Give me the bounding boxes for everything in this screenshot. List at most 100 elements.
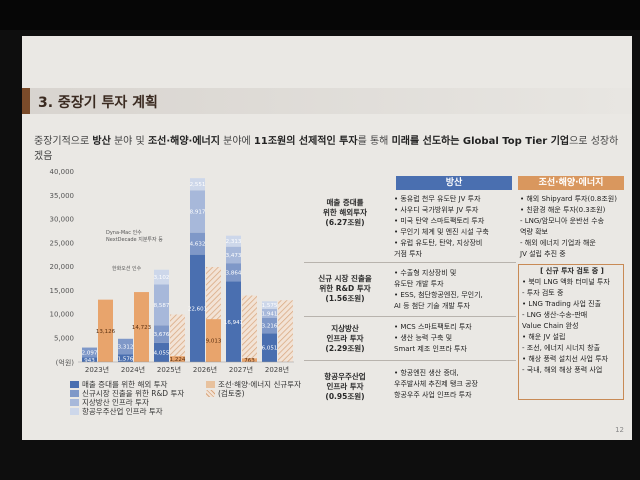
review-bar	[278, 300, 293, 362]
bar-segment	[190, 232, 205, 255]
chart-annotation: NextDecade 지분투자 등	[106, 236, 163, 243]
bar-segment	[118, 354, 133, 362]
investment-bar-chart: 40,000 35,000 30,000 25,000 20,000 15,000 10,0…	[50, 168, 294, 374]
bar-segment	[154, 269, 169, 285]
projector-top-band	[0, 0, 640, 30]
shipbuilding-bar	[170, 356, 185, 362]
bar-value-label: 1,575	[262, 303, 278, 309]
bar-value-label: 943	[84, 358, 95, 364]
bar-segment	[154, 325, 169, 343]
bar-value-label: 2,551	[190, 182, 206, 188]
row-label-overseas: 매출 증대를 위한 해외투자 (6.27조원)	[322, 198, 367, 227]
bar-value-label: 8,587	[154, 303, 170, 309]
bar-segment	[154, 342, 169, 362]
bar-value-label: 3,864	[226, 270, 242, 276]
bar-segment	[118, 338, 133, 355]
page-number: 12	[615, 426, 624, 434]
bar-value-label: 16,941	[224, 320, 243, 326]
bar-value-label: 3,473	[226, 253, 242, 259]
x-tick-label: 2023년	[85, 365, 109, 374]
row-divider	[304, 360, 516, 361]
bar-segment	[262, 301, 277, 309]
bar-value-label: 14,723	[132, 325, 152, 331]
y-tick-label: 15,000	[50, 287, 75, 295]
y-tick-label: 5,000	[54, 334, 74, 342]
y-unit-label: (억원)	[56, 358, 75, 367]
review-bar	[242, 295, 257, 362]
shipbuilding-bar	[206, 319, 221, 362]
bar-segment	[262, 333, 277, 362]
legend-item: 신규시장 진출을 위한 R&D 투자	[70, 389, 184, 398]
bar-value-label: 1,224	[170, 357, 186, 363]
review-box	[518, 264, 624, 400]
y-tick-label: 40,000	[50, 168, 75, 176]
bar-value-label: 1,941	[262, 311, 278, 317]
y-tick-label: 25,000	[50, 239, 75, 247]
title-accent	[22, 88, 30, 114]
bar-segment	[226, 246, 241, 264]
row-divider	[304, 316, 516, 317]
bar-value-label: 3,102	[154, 275, 170, 281]
bar-value-label: 4,055	[154, 350, 170, 356]
shipbuilding-bar	[98, 299, 113, 362]
x-tick-label: 2026년	[193, 365, 217, 374]
bar-value-label: 9,013	[206, 339, 222, 345]
bar-value-label: 2,313	[226, 239, 242, 245]
bar-segment	[154, 284, 169, 326]
slide-subtitle: 중장기적으로 방산 분야 및 조선·해양·에너지 분야에 11조원의 선제적인 …	[34, 136, 619, 162]
x-tick-label: 2025년	[157, 365, 181, 374]
row-divider	[304, 262, 516, 263]
review-items: [ 신규 투자 검토 중 ] • 북미 LNG 액화 터미널 투자 - 투자 검…	[522, 267, 610, 374]
bar-value-label: 2,097	[82, 351, 98, 357]
bar-segment	[262, 317, 277, 334]
row-label-ground: 지상방산 인프라 투자 (2.29조원)	[325, 324, 365, 353]
presentation-slide: 3. 중장기 투자 계획 중장기적으로 방산 분야 및 조선·해양·에너지 분야…	[22, 36, 632, 440]
bar-segment	[82, 357, 97, 362]
bar-value-label: 3,312	[118, 345, 134, 351]
row-label-rnd: 신규 시장 진출을 위한 R&D 투자 (1.56조원)	[318, 274, 372, 303]
bar-value-label: 4,632	[190, 242, 206, 248]
bar-segment	[82, 347, 97, 358]
legend-item: 지상방산 인프라 투자	[70, 398, 184, 407]
x-tick-label: 2027년	[229, 365, 253, 374]
title-bar	[22, 88, 632, 114]
chart-legend-left: 매출 증대를 위한 해외 투자 신규시장 진출을 위한 R&D 투자 지상방산 …	[70, 380, 184, 416]
bar-value-label: 6,051	[262, 346, 278, 352]
y-tick-label: 10,000	[50, 311, 75, 319]
bar-segment	[190, 178, 205, 191]
bar-value-label: 13,126	[96, 329, 116, 335]
bar-segment	[190, 190, 205, 233]
y-tick-label: 20,000	[50, 263, 75, 271]
bar-value-label: 763	[244, 358, 255, 364]
header-defense: 방산	[396, 176, 512, 190]
review-bar	[170, 314, 185, 362]
chart-annotation: Dyna-Mac 인수	[106, 229, 142, 236]
row-label-aerospace: 항공우주산업 인프라 투자 (0.95조원)	[324, 372, 366, 401]
y-tick-label: 30,000	[50, 216, 75, 224]
slide-title: 3. 중장기 투자 계획	[38, 95, 158, 111]
chart-legend-right: 조선·해양·에너지 신규투자 (검토중)	[206, 380, 301, 398]
legend-item: 항공우주산업 인프라 투자	[70, 407, 184, 416]
bar-value-label: 1,576	[118, 356, 134, 362]
x-tick-label: 2024년	[121, 365, 145, 374]
legend-item: 매출 증대를 위한 해외 투자	[70, 380, 184, 389]
y-tick-label: 35,000	[50, 192, 75, 200]
bar-segment	[190, 254, 205, 362]
chart-annotation: 한화오션 인수	[112, 265, 142, 272]
overseas-items: • 동유럽 천무 유도탄 JV 투자 • 사우디 국가방위부 JV 투자 • 미국 …	[394, 195, 489, 258]
bar-value-label: 22,601	[188, 306, 207, 312]
shipbuilding-items: • 해외 Shipyard 투자(0.8조원) • 친환경 해운 투자(0.3조원…	[520, 195, 617, 258]
bar-value-label: 8,917	[190, 209, 206, 215]
shipbuilding-bar	[242, 358, 257, 362]
ground-items: • MCS 스마트팩토리 투자 • 생산 능력 구축 및 Smart 제조 인프라…	[394, 323, 472, 353]
bar-segment	[226, 281, 241, 362]
bar-value-label: 3,216	[262, 324, 278, 330]
shipbuilding-bar	[134, 292, 149, 362]
rnd-items: • 수출형 지상장비 및 유도탄 개발 투자 • ESS, 첨단항공엔진, 무인기…	[394, 269, 483, 310]
header-shipbuilding: 조선·해양·에너지	[518, 176, 624, 190]
bar-value-label: 3,676	[154, 332, 170, 338]
bar-segment	[262, 308, 277, 318]
aerospace-items: • 항공엔진 생산 증대, 우주발사체 추진제 탱크 공장 항공우주 사업 인프…	[394, 369, 478, 399]
x-tick-label: 2028년	[265, 365, 289, 374]
bar-segment	[226, 235, 241, 247]
